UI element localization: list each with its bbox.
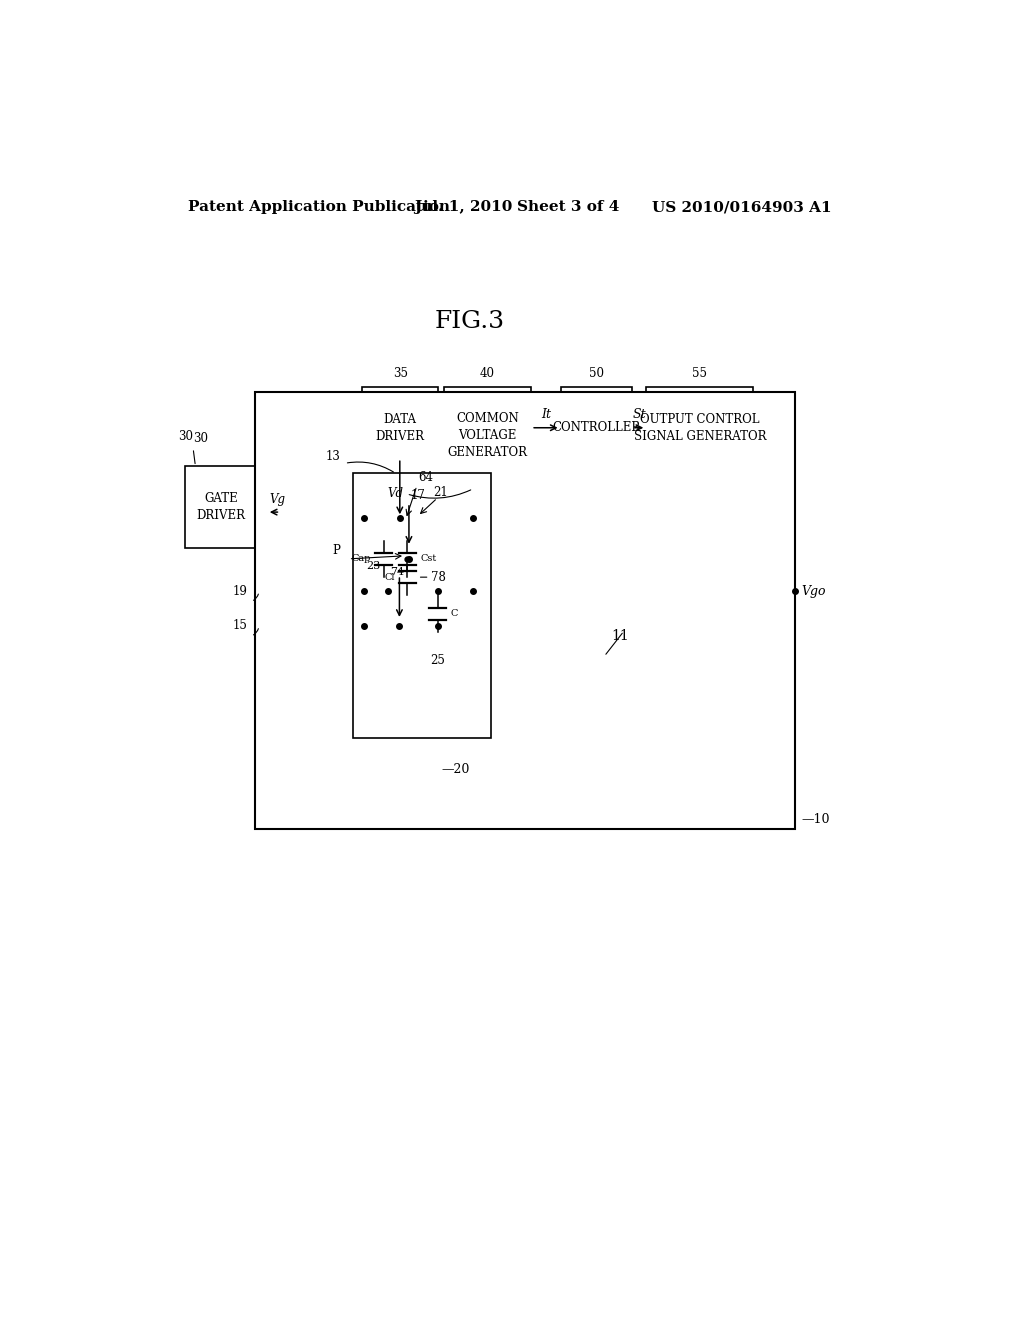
Text: 30: 30 (177, 430, 193, 444)
Text: 25: 25 (430, 655, 445, 668)
Bar (185, 466, 257, 548)
Text: US 2010/0164903 A1: US 2010/0164903 A1 (652, 201, 831, 214)
Text: St: St (632, 408, 646, 421)
Text: 17: 17 (411, 488, 425, 502)
Text: 23: 23 (367, 561, 380, 572)
Text: 35: 35 (393, 367, 408, 380)
Text: Cst: Cst (420, 554, 436, 564)
Text: 78: 78 (431, 570, 446, 583)
Bar (352, 474, 492, 738)
Text: Vd: Vd (388, 487, 403, 500)
Text: —20: —20 (441, 763, 470, 776)
Text: Cl: Cl (384, 573, 394, 582)
Text: Patent Application Publication: Patent Application Publication (187, 201, 450, 214)
Text: C: C (451, 610, 458, 618)
Text: Vg: Vg (269, 492, 286, 506)
Text: 55: 55 (692, 367, 707, 380)
Text: 15: 15 (232, 619, 247, 632)
Text: 40: 40 (480, 367, 495, 380)
Text: —10: —10 (801, 813, 829, 825)
Text: DATA
DRIVER: DATA DRIVER (376, 413, 424, 442)
Text: 30: 30 (194, 432, 208, 445)
Text: CONTROLLER: CONTROLLER (552, 421, 640, 434)
Text: FIG.3: FIG.3 (434, 309, 504, 333)
Text: P: P (333, 544, 341, 557)
Text: Sheet 3 of 4: Sheet 3 of 4 (517, 201, 620, 214)
Bar (362, 387, 437, 469)
Bar (255, 392, 795, 829)
Text: Jul. 1, 2010: Jul. 1, 2010 (414, 201, 512, 214)
Bar (646, 387, 754, 469)
Text: 13: 13 (326, 450, 341, 463)
Bar (443, 387, 531, 483)
Text: 50: 50 (589, 367, 604, 380)
Text: 64: 64 (419, 471, 433, 483)
Text: 21: 21 (433, 486, 449, 499)
Bar (560, 387, 632, 469)
Text: 11: 11 (611, 630, 629, 643)
Text: 19: 19 (232, 585, 247, 598)
Text: 74: 74 (390, 568, 404, 577)
Text: OUTPUT CONTROL
SIGNAL GENERATOR: OUTPUT CONTROL SIGNAL GENERATOR (634, 413, 766, 442)
Text: Vgo: Vgo (801, 585, 825, 598)
Text: COMMON
VOLTAGE
GENERATOR: COMMON VOLTAGE GENERATOR (447, 412, 527, 459)
Text: It: It (541, 408, 551, 421)
Text: Cap: Cap (351, 554, 371, 564)
Text: GATE
DRIVER: GATE DRIVER (197, 492, 246, 521)
